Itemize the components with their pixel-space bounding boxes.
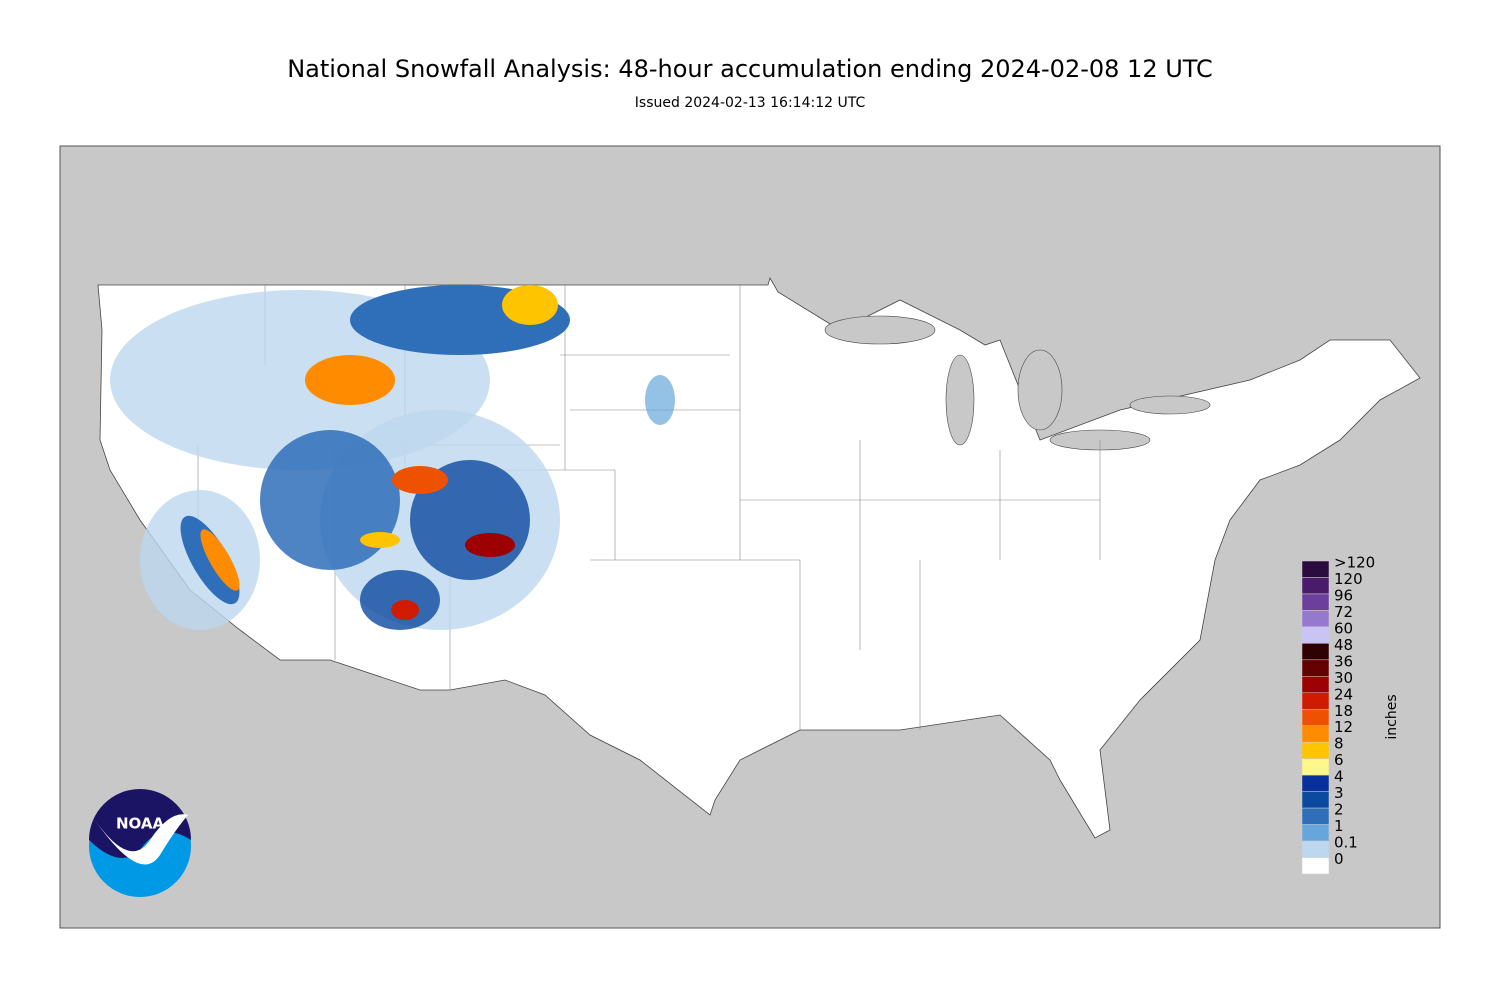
legend-swatch <box>1301 791 1330 809</box>
legend-swatch <box>1301 857 1330 875</box>
legend-swatch <box>1301 709 1330 726</box>
legend-swatch <box>1301 560 1330 578</box>
legend-label: 18 <box>1334 702 1353 720</box>
map <box>59 145 1441 929</box>
legend-swatch <box>1301 626 1330 644</box>
title: National Snowfall Analysis: 48-hour accu… <box>287 55 1213 83</box>
legend-swatch <box>1301 840 1330 858</box>
legend-swatch <box>1301 643 1330 661</box>
legend-swatch <box>1301 577 1330 595</box>
legend-unit: inches <box>1384 694 1400 739</box>
legend-label: >120 <box>1334 554 1375 572</box>
legend-label: 0 <box>1334 850 1344 868</box>
legend-label: 48 <box>1334 636 1353 654</box>
legend-swatch <box>1301 807 1330 825</box>
legend-swatch <box>1301 741 1330 759</box>
legend-label: 12 <box>1334 718 1353 736</box>
legend-swatch <box>1301 593 1330 611</box>
legend-label: 4 <box>1334 768 1344 786</box>
legend-label: 24 <box>1334 685 1353 703</box>
subtitle: Issued 2024-02-13 16:14:12 UTC <box>635 95 866 111</box>
legend-swatch <box>1301 676 1330 694</box>
legend-swatch <box>1301 659 1330 677</box>
logo-swoosh <box>95 814 188 865</box>
legend-swatch <box>1301 774 1330 792</box>
legend-label: 60 <box>1334 619 1353 637</box>
great-lakes <box>824 315 1211 451</box>
legend-label: 96 <box>1334 586 1353 604</box>
legend-label: 0.1 <box>1334 834 1358 852</box>
legend-label: 30 <box>1334 669 1353 687</box>
legend-label: 72 <box>1334 603 1353 621</box>
legend-swatch <box>1301 725 1330 743</box>
logo-text: NOAA <box>116 815 165 833</box>
legend-label: 3 <box>1334 784 1344 802</box>
legend-label: 8 <box>1334 735 1344 753</box>
legend-label: 36 <box>1334 652 1353 670</box>
legend-label: 1 <box>1334 817 1344 835</box>
legend-label: 2 <box>1334 801 1344 819</box>
legend-swatch <box>1301 692 1330 710</box>
legend-swatch <box>1301 758 1330 776</box>
legend-label: 120 <box>1334 570 1363 588</box>
legend-swatch <box>1301 824 1330 842</box>
logo-top <box>89 789 191 858</box>
noaa-logo: NOAA <box>89 789 191 897</box>
legend-swatch <box>1301 610 1330 628</box>
snow-cover <box>110 285 675 630</box>
legend-label: 6 <box>1334 751 1344 769</box>
